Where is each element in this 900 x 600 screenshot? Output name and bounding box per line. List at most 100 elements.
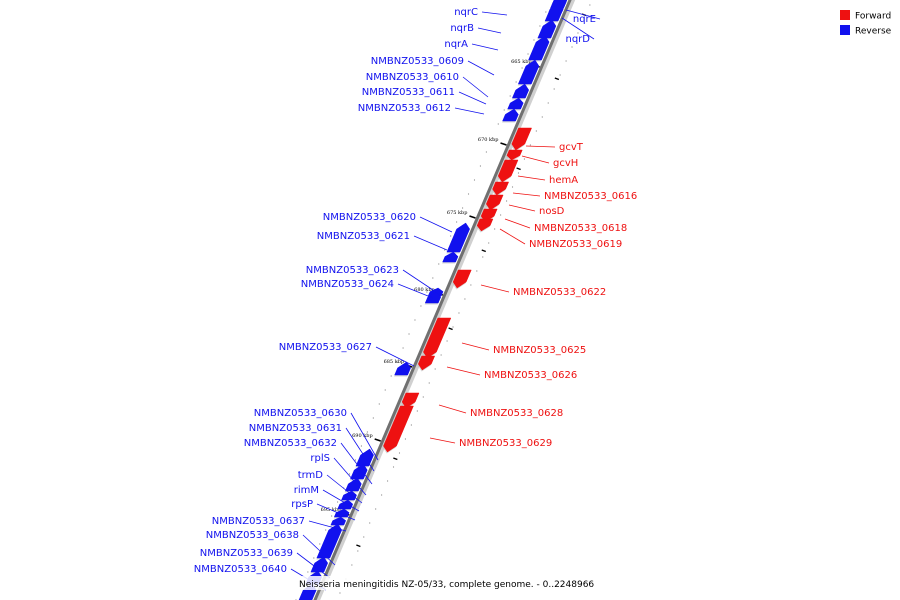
gene-gcvh-arrow[interactable] bbox=[506, 149, 523, 161]
gene-nmbnz0533-0640-label[interactable]: NMBNZ0533_0640 bbox=[194, 564, 287, 575]
gene-nmbnz0533-0628-label[interactable]: NMBNZ0533_0628 bbox=[470, 408, 563, 419]
gene-nmbnz0533-0622-label[interactable]: NMBNZ0533_0622 bbox=[513, 287, 606, 298]
gene-nmbnz0533-0621-arrow[interactable] bbox=[442, 251, 459, 263]
gene-nmbnz0533-0629-leader bbox=[429, 437, 456, 444]
gene-gcvt-leader bbox=[525, 145, 556, 148]
gene-rpsp-arrow[interactable] bbox=[330, 516, 347, 526]
gene-trmd-label[interactable]: trmD bbox=[298, 470, 324, 481]
gene-nmbnz0533-0628-leader bbox=[438, 404, 467, 414]
gene-rpls-leader bbox=[333, 457, 367, 496]
scale-tick-label: 680 kbp bbox=[414, 287, 435, 293]
gene-nmbnz0533-0628-arrow[interactable] bbox=[401, 392, 420, 409]
genome-caption: Neisseria meningitidis NZ-05/33, complet… bbox=[299, 580, 594, 590]
scale-tick-label: 685 kbp bbox=[384, 359, 405, 365]
gene-nmbnz0533-0625-label[interactable]: NMBNZ0533_0625 bbox=[493, 345, 586, 356]
gene-nmbnz0533-0610-label[interactable]: NMBNZ0533_0610 bbox=[366, 72, 459, 83]
gene-nmbnz0533-0618-leader bbox=[504, 218, 531, 229]
gene-nmbnz0533-0637-leader bbox=[308, 520, 347, 532]
gene-nmbnz0533-0637-arrow[interactable] bbox=[316, 523, 343, 559]
gene-nmbnz0533-0624-leader bbox=[397, 283, 434, 299]
gene-rimm-label[interactable]: rimM bbox=[294, 485, 319, 496]
gene-nmbnz0533-0626-label[interactable]: NMBNZ0533_0626 bbox=[484, 370, 577, 381]
gene-nmbnz0533-0627-arrow[interactable] bbox=[394, 361, 411, 376]
gene-nmbnz0533-0624-label[interactable]: NMBNZ0533_0624 bbox=[301, 279, 394, 290]
gene-nmbnz0533-0609-leader bbox=[467, 60, 495, 76]
gene-nqrd-label[interactable]: nqrD bbox=[566, 34, 591, 45]
gene-nmbnz0533-0612-label[interactable]: NMBNZ0533_0612 bbox=[358, 103, 451, 114]
scale-tick-label: 675 kbp bbox=[447, 210, 468, 216]
legend-label-forward: Forward bbox=[855, 12, 891, 22]
gene-nmbnz0533-0623-leader bbox=[402, 269, 437, 293]
gene-nqrc-leader bbox=[481, 11, 508, 16]
gene-nqrc-label[interactable]: nqrC bbox=[454, 7, 478, 18]
gene-nmbnz0533-0638-arrow[interactable] bbox=[310, 556, 329, 573]
gene-nmbnz0533-0626-leader bbox=[446, 366, 481, 376]
gene-nmbnz0533-0639-label[interactable]: NMBNZ0533_0639 bbox=[200, 548, 293, 559]
scale-tick-label: 690 kbp bbox=[352, 433, 373, 439]
gene-gcvh-label[interactable]: gcvH bbox=[553, 158, 578, 169]
gene-nmbnz0533-0619-label[interactable]: NMBNZ0533_0619 bbox=[529, 239, 622, 250]
gene-nqrc-arrow[interactable] bbox=[544, 2, 564, 22]
gene-nmbnz0533-0610-arrow[interactable] bbox=[511, 83, 530, 99]
gene-nmbnz0533-0624-arrow[interactable] bbox=[424, 291, 442, 304]
gene-nmbnz0533-0639-leader bbox=[296, 552, 331, 579]
gene-rimm-arrow[interactable] bbox=[333, 508, 350, 518]
gene-nqre-label[interactable]: nqrE bbox=[573, 14, 596, 25]
gene-nmbnz0533-0612-leader bbox=[454, 107, 485, 115]
gene-rimm-leader bbox=[322, 489, 360, 512]
gene-nmbnz0533-0620-label[interactable]: NMBNZ0533_0620 bbox=[323, 212, 416, 223]
gene-nmbnz0533-0627-label[interactable]: NMBNZ0533_0627 bbox=[279, 342, 372, 353]
gene-nmbnz0533-0623-label[interactable]: NMBNZ0533_0623 bbox=[306, 265, 399, 276]
gene-nmbnz0533-0625-leader bbox=[461, 342, 490, 351]
gene-nmbnz0533-0618-label[interactable]: NMBNZ0533_0618 bbox=[534, 223, 627, 234]
gene-nmbnz0533-0637-label[interactable]: NMBNZ0533_0637 bbox=[212, 516, 305, 527]
gene-nmbnz0533-0609-arrow[interactable] bbox=[517, 59, 540, 85]
gene-nmbnz0533-0622-leader bbox=[480, 284, 510, 293]
gene-nmbnz0533-0616-label[interactable]: NMBNZ0533_0616 bbox=[544, 191, 637, 202]
gene-nmbnz0533-0611-label[interactable]: NMBNZ0533_0611 bbox=[362, 87, 455, 98]
gene-nqre-leader bbox=[565, 9, 601, 20]
genome-axis bbox=[313, 0, 572, 600]
gene-gcvt-label[interactable]: gcvT bbox=[559, 142, 584, 153]
gene-nqrb-label[interactable]: nqrB bbox=[450, 23, 474, 34]
gene-nmbnz0533-0631-label[interactable]: NMBNZ0533_0631 bbox=[249, 423, 342, 434]
gene-nmbnz0533-0612-arrow[interactable] bbox=[502, 108, 519, 122]
gene-rpls-label[interactable]: rplS bbox=[310, 453, 330, 464]
gene-nmbnz0533-0631-leader bbox=[345, 427, 375, 472]
gene-nmbnz0533-0629-arrow[interactable] bbox=[383, 405, 414, 453]
gene-nmbnz0533-0630-label[interactable]: NMBNZ0533_0630 bbox=[254, 408, 347, 419]
gene-nqrd-leader bbox=[561, 17, 595, 40]
gene-nmbnz0533-0611-arrow[interactable] bbox=[507, 97, 524, 110]
gene-nmbnz0533-0625-arrow[interactable] bbox=[423, 317, 452, 359]
gene-nmbnz0533-0609-label[interactable]: NMBNZ0533_0609 bbox=[371, 56, 464, 67]
gene-nmbnz0533-0619-arrow[interactable] bbox=[476, 218, 494, 232]
gene-nosd-arrow[interactable] bbox=[486, 194, 504, 211]
gene-rpsp-label[interactable]: rpsP bbox=[291, 499, 313, 510]
gene-hema-label[interactable]: hemA bbox=[549, 175, 578, 186]
gene-nosd-leader bbox=[508, 204, 536, 212]
gene-nmbnz0533-0632-label[interactable]: NMBNZ0533_0632 bbox=[244, 438, 337, 449]
gene-nmbnz0533-0610-leader bbox=[462, 76, 489, 98]
legend-swatch-forward bbox=[840, 10, 850, 20]
gene-nmbnz0533-0627-leader bbox=[375, 346, 415, 367]
gene-nqrb-arrow[interactable] bbox=[537, 19, 557, 39]
gene-hema-arrow[interactable] bbox=[497, 159, 519, 183]
gene-nmbnz0533-0638-label[interactable]: NMBNZ0533_0638 bbox=[206, 530, 299, 541]
gene-nqra-arrow[interactable] bbox=[528, 35, 550, 61]
gene-nosd-label[interactable]: nosD bbox=[539, 206, 565, 217]
gene-nqra-label[interactable]: nqrA bbox=[444, 39, 468, 50]
gene-rpsp-leader bbox=[316, 503, 356, 521]
gene-nmbnz0533-0630-leader bbox=[350, 412, 379, 461]
gene-rpls-arrow[interactable] bbox=[341, 490, 357, 501]
gene-nmbnz0533-0616-arrow[interactable] bbox=[492, 181, 510, 196]
gene-nmbnz0533-0626-arrow[interactable] bbox=[418, 355, 436, 371]
gene-nmbnz0533-0621-label[interactable]: NMBNZ0533_0621 bbox=[317, 231, 410, 242]
legend-swatch-reverse bbox=[840, 25, 850, 35]
gene-trmd-leader bbox=[326, 474, 363, 504]
gene-nmbnz0533-0629-label[interactable]: NMBNZ0533_0629 bbox=[459, 438, 552, 449]
gene-nmbnz0533-0616-leader bbox=[512, 192, 541, 197]
gene-nmbnz0533-0620-arrow[interactable] bbox=[446, 222, 470, 253]
gene-gcvt-arrow[interactable] bbox=[511, 127, 532, 151]
gene-nmbnz0533-0622-arrow[interactable] bbox=[452, 269, 472, 289]
scale-tick bbox=[500, 142, 507, 146]
